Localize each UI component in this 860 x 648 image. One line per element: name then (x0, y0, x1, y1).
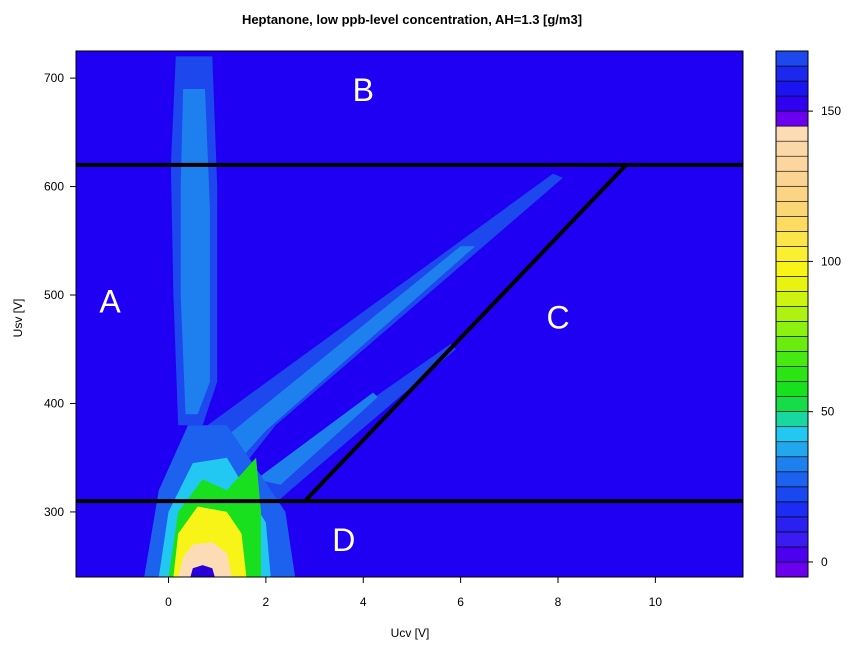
colorbar-level (775, 486, 809, 503)
colorbar-level (775, 276, 809, 292)
y-tick-label: 500 (44, 288, 64, 302)
chart-title: Heptanone, low ppb-level concentration, … (242, 12, 582, 27)
colorbar-tick-label: 100 (821, 254, 841, 268)
upper-diagonal-core (226, 246, 476, 458)
x-tick-label: 6 (457, 595, 464, 609)
x-axis-label: Ucv [V] (391, 626, 430, 640)
vertical-branch-core (180, 89, 210, 415)
y-tick-label: 400 (44, 396, 64, 410)
region-label-b: B (353, 72, 374, 108)
colorbar-level (775, 441, 809, 458)
region-label-d: D (332, 522, 355, 558)
colorbar-level (775, 426, 809, 443)
colorbar-level (775, 321, 809, 337)
colorbar-level (775, 366, 809, 382)
colorbar: 0 50 100 150 (775, 50, 841, 578)
diagonal-boundary-line (303, 163, 628, 503)
region-label-c: C (546, 300, 569, 336)
colorbar-level (775, 185, 809, 202)
colorbar-level (775, 50, 809, 67)
plot-frame (75, 50, 744, 578)
colorbar-level (775, 231, 809, 247)
colorbar-level (775, 65, 809, 82)
colorbar-level (775, 95, 809, 112)
colorbar-tick-label: 50 (821, 405, 835, 419)
colorbar-level (775, 261, 809, 277)
lower-diagonal-core (256, 392, 378, 485)
colorbar-level (775, 561, 809, 578)
heatmap-field: A B C D (76, 51, 743, 577)
colorbar-level (775, 155, 809, 172)
colorbar-level (775, 546, 809, 563)
colorbar-level (775, 471, 809, 488)
x-tick-label: 10 (649, 595, 663, 609)
colorbar-level (775, 246, 809, 262)
colorbar-level (775, 110, 809, 127)
plot-area: A B C D (76, 51, 743, 577)
x-tick-label: 0 (165, 595, 172, 609)
colorbar-tick-label: 150 (821, 104, 841, 118)
base-spot (190, 565, 215, 577)
colorbar-level (775, 456, 809, 473)
y-tick-label: 600 (44, 180, 64, 194)
colorbar-frame (775, 50, 809, 578)
colorbar-level (775, 80, 809, 97)
axes: 0 2 4 6 8 10 300 400 500 600 700 (44, 50, 744, 609)
colorbar-level (775, 140, 809, 157)
colorbar-level (775, 516, 809, 533)
y-tick-label: 300 (44, 505, 64, 519)
colorbar-level (775, 381, 809, 397)
colorbar-level (775, 336, 809, 352)
colorbar-level (775, 216, 809, 232)
region-label-a: A (99, 283, 121, 319)
base-plume-peach (178, 542, 232, 577)
colorbar-level (775, 291, 809, 307)
colorbar-level (775, 170, 809, 187)
colorbar-level (775, 351, 809, 367)
colorbar-level (775, 125, 809, 142)
y-axis-label: Usv [V] (11, 299, 25, 338)
x-tick-label: 4 (360, 595, 367, 609)
x-tick-label: 8 (555, 595, 562, 609)
colorbar-level (775, 411, 809, 428)
y-tick-label: 700 (44, 71, 64, 85)
colorbar-level (775, 531, 809, 548)
colorbar-tick-label: 0 (821, 555, 828, 569)
x-tick-label: 2 (263, 595, 270, 609)
colorbar-level (775, 306, 809, 322)
colorbar-level (775, 396, 809, 412)
colorbar-level (775, 200, 809, 217)
colorbar-level (775, 501, 809, 518)
